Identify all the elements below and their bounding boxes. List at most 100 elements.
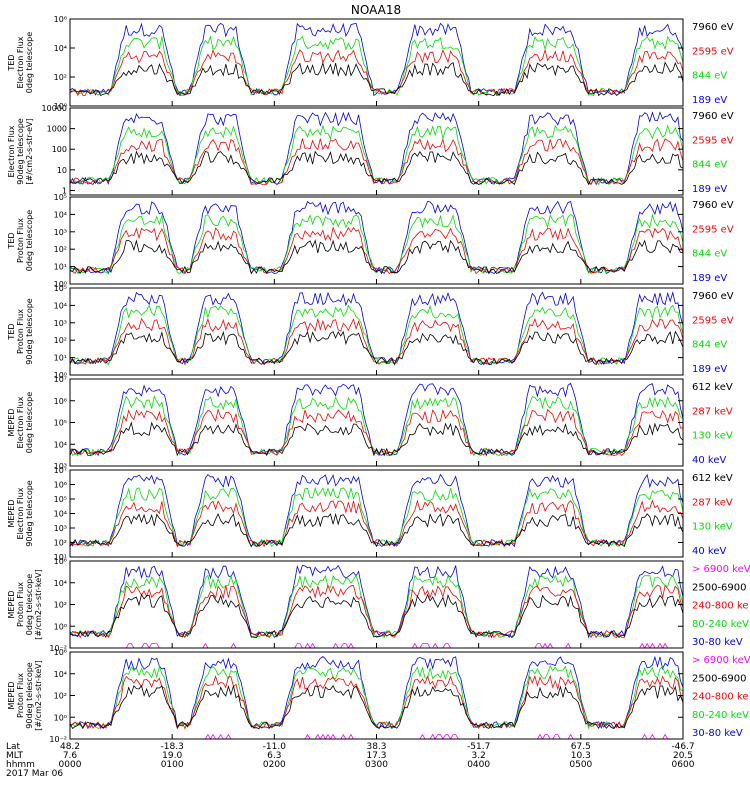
series-287-kev bbox=[69, 408, 684, 457]
legend-entry: 30-80 keV bbox=[692, 637, 743, 648]
y-tick-label: 10⁷ bbox=[54, 466, 67, 475]
legend-entry: 2595 eV bbox=[692, 315, 734, 326]
legend-entry: 2595 eV bbox=[692, 46, 734, 57]
legend-entry: 612 keV bbox=[692, 382, 733, 393]
y-tick-label: 10¹ bbox=[54, 354, 67, 363]
y-axis-label: [#/cm2-s-str-keV] bbox=[34, 569, 43, 640]
x-tick-label: -46.7 bbox=[671, 742, 694, 752]
series-2500-6900 bbox=[69, 593, 684, 639]
y-tick-label: 10⁶ bbox=[54, 397, 67, 406]
legend-entry: > 6900 keV bbox=[692, 564, 750, 575]
panel-frame bbox=[69, 107, 684, 196]
y-tick-label: 10² bbox=[54, 73, 67, 82]
series-130-kev bbox=[69, 395, 684, 457]
panel-2: 1 10 100 1000 10000 Electron Flux 90deg telesc… bbox=[7, 104, 734, 196]
legend-entry: 240-800 ke bbox=[692, 692, 749, 703]
series-189-ev bbox=[69, 22, 684, 97]
y-tick-label: 10¹ bbox=[54, 553, 67, 562]
y-tick-label: 10⁰ bbox=[54, 713, 67, 722]
panel-6: 10¹ 10² 10³ 10⁴ 10⁵ 10⁶ 10⁷ MEPED Electron Flux 9… bbox=[7, 466, 733, 562]
y-axis-label: 0deg telescope bbox=[25, 392, 34, 453]
series-844-ev bbox=[69, 35, 684, 97]
panel-8: 10⁻² 10⁰ 10² 10⁴ 10⁶ MEPED Proton Flux 90deg te… bbox=[7, 648, 750, 744]
y-axis-label: 90deg telescope bbox=[16, 118, 25, 185]
legend-entry: 40 keV bbox=[692, 546, 726, 557]
y-tick-label: 10⁶ bbox=[54, 648, 67, 657]
legend-entry: 7960 eV bbox=[692, 22, 734, 33]
y-axis-label: Proton Flux bbox=[16, 673, 25, 718]
x-tick-label: -11.0 bbox=[263, 742, 287, 752]
series-612-kev bbox=[69, 512, 684, 548]
series-2595-ev bbox=[69, 226, 684, 275]
panel-4: 10⁰ 10¹ 10² 10³ 10⁴ 10⁵ TED Proton Flux 90deg te… bbox=[7, 284, 734, 380]
legend-entry: 7960 eV bbox=[692, 200, 734, 211]
series-240-800-ke bbox=[69, 674, 684, 730]
legend-entry: 189 eV bbox=[692, 184, 727, 195]
series-40-kev bbox=[69, 473, 684, 548]
y-tick-label: 10⁴ bbox=[54, 579, 67, 588]
series-189-ev bbox=[69, 111, 684, 186]
figure-title: NOAA18 bbox=[351, 3, 401, 17]
series-844-ev bbox=[69, 124, 684, 186]
x-tick-label: 17.3 bbox=[366, 751, 386, 761]
y-tick-label: 10² bbox=[54, 539, 67, 548]
y-tick-label: 10⁴ bbox=[54, 510, 67, 519]
panel-3: 10⁰ 10¹ 10² 10³ 10⁴ 10⁵ TED Proton Flux 0deg tel… bbox=[7, 193, 734, 289]
x-tick-label: 67.5 bbox=[571, 742, 591, 752]
x-tick-label: 6.3 bbox=[267, 751, 281, 761]
y-tick-label: 10³ bbox=[54, 319, 67, 328]
x-tick-label: 0000 bbox=[59, 760, 82, 770]
series-40-kev bbox=[69, 382, 684, 457]
x-tick-label: -51.7 bbox=[467, 742, 490, 752]
x-tick-label: 3.2 bbox=[472, 751, 486, 761]
x-tick-label: 19.0 bbox=[162, 751, 182, 761]
legend-entry: 130 keV bbox=[692, 522, 733, 533]
y-axis-label: Proton Flux bbox=[16, 582, 25, 627]
y-tick-label: 100 bbox=[52, 145, 67, 154]
y-tick-label: 10⁰ bbox=[54, 280, 67, 289]
y-axis-label: TED bbox=[7, 323, 16, 340]
series-189-ev bbox=[69, 200, 684, 275]
legend-entry: 287 keV bbox=[692, 406, 733, 417]
footer-row-label: MLT bbox=[6, 751, 24, 761]
y-axis-label: 90deg telescope bbox=[25, 480, 34, 547]
series-844-ev bbox=[69, 213, 684, 275]
y-axis-label: 90deg telescope bbox=[25, 662, 34, 729]
legend-entry: 844 eV bbox=[692, 340, 727, 351]
x-tick-label: 0200 bbox=[263, 760, 286, 770]
y-tick-label: 10⁵ bbox=[54, 419, 67, 428]
legend-entry: 844 eV bbox=[692, 249, 727, 260]
y-tick-label: 10⁰ bbox=[54, 371, 67, 380]
x-tick-label: 0300 bbox=[365, 760, 388, 770]
y-axis-label: TED bbox=[7, 54, 16, 71]
y-tick-label: 1 bbox=[62, 186, 67, 195]
y-tick-label: 10⁶ bbox=[54, 557, 67, 566]
legend-entry: 7960 eV bbox=[692, 291, 734, 302]
y-tick-label: 10⁵ bbox=[54, 193, 67, 202]
y-axis-label: Proton Flux bbox=[16, 218, 25, 263]
y-tick-label: 10⁵ bbox=[54, 495, 67, 504]
series-2500-6900 bbox=[69, 684, 684, 730]
x-tick-label: -18.3 bbox=[161, 742, 184, 752]
series-2595-ev bbox=[69, 48, 684, 96]
y-tick-label: 10⁴ bbox=[54, 44, 67, 53]
y-axis-label: MEPED bbox=[7, 500, 16, 528]
legend-entry: 130 keV bbox=[692, 431, 733, 442]
x-tick-label: 10.3 bbox=[571, 751, 591, 761]
legend-entry: 287 keV bbox=[692, 497, 733, 508]
legend-entry: 80-240 keV bbox=[692, 710, 749, 721]
legend-entry: 189 eV bbox=[692, 95, 727, 106]
series-240-800-ke bbox=[69, 584, 684, 639]
y-tick-label: 10² bbox=[54, 245, 67, 254]
y-tick-label: 10 bbox=[57, 166, 67, 175]
x-tick-label: 0100 bbox=[161, 760, 184, 770]
y-tick-label: 10⁻² bbox=[49, 644, 67, 653]
x-tick-label: 38.3 bbox=[366, 742, 386, 752]
y-tick-label: 10⁴ bbox=[54, 210, 67, 219]
y-tick-label: 10⁷ bbox=[54, 375, 67, 384]
series-287-kev bbox=[69, 499, 684, 548]
y-axis-label: TED bbox=[7, 232, 16, 249]
legend-entry: 30-80 keV bbox=[692, 728, 743, 739]
y-axis-label: 0deg telescope bbox=[25, 574, 34, 635]
